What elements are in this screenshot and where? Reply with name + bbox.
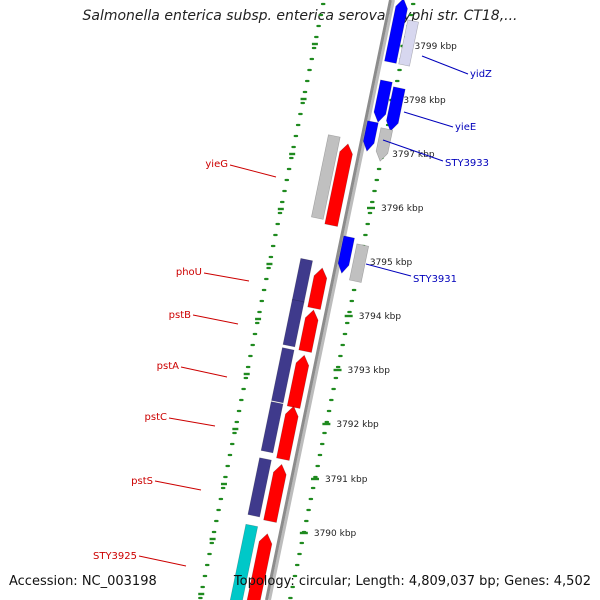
gene-leader-line bbox=[168, 417, 216, 427]
forward-feature-arrow bbox=[286, 354, 310, 409]
gene-label-yiee: yieE bbox=[455, 122, 476, 133]
kbp-label: 3798 kbp bbox=[403, 96, 446, 106]
gene-leader-line bbox=[138, 555, 187, 567]
gene-label-pstb: pstB bbox=[169, 310, 191, 321]
forward-feature-arrow bbox=[276, 405, 299, 461]
gene-label-psts: pstS bbox=[131, 476, 153, 487]
forward-feature-arrow bbox=[324, 143, 353, 227]
gene-leader-line bbox=[365, 263, 412, 277]
reverse-feature-arrow bbox=[362, 120, 379, 152]
gene-leader-line bbox=[154, 480, 202, 491]
kbp-label: 3791 kbp bbox=[325, 475, 368, 485]
reverse-feature-arrow bbox=[386, 86, 406, 132]
forward-feature-arrow bbox=[307, 267, 328, 310]
gene-label-sty3925: STY3925 bbox=[93, 551, 137, 562]
accession-label: Accession: NC_003198 bbox=[9, 574, 157, 589]
reverse-feature-arrow bbox=[337, 235, 355, 274]
kbp-label: 3795 kbp bbox=[370, 258, 413, 268]
gene-leader-line bbox=[421, 55, 469, 75]
map-title: Salmonella enterica subsp. enterica sero… bbox=[82, 8, 518, 24]
gene-features bbox=[229, 0, 419, 600]
gene-label-sty3933: STY3933 bbox=[445, 158, 489, 169]
kbp-label: 3796 kbp bbox=[381, 204, 424, 214]
gene-label-phou: phoU bbox=[176, 267, 202, 278]
reverse-feature-arrow bbox=[384, 0, 408, 64]
gene-leader-line bbox=[180, 366, 228, 378]
gene-label-yieg: yieG bbox=[205, 159, 228, 170]
operon-feature-box bbox=[260, 401, 284, 454]
gene-leader-line bbox=[203, 272, 250, 282]
gene-leader-line bbox=[192, 314, 239, 325]
operon-feature-box bbox=[271, 347, 295, 404]
other-feature-box bbox=[398, 19, 419, 67]
other-feature-box bbox=[375, 127, 394, 162]
gene-label-psta: pstA bbox=[157, 361, 179, 372]
kbp-label: 3794 kbp bbox=[359, 312, 402, 322]
forward-feature-arrow bbox=[246, 533, 273, 600]
kbp-label: 3799 kbp bbox=[414, 42, 457, 52]
gene-label-sty3931: STY3931 bbox=[413, 274, 457, 285]
gene-label-yidz: yidZ bbox=[470, 69, 492, 80]
rna-feature-box bbox=[229, 523, 259, 600]
gene-label-pstc: pstC bbox=[145, 412, 167, 423]
operon-feature-box bbox=[282, 299, 305, 348]
inner-tick-ring bbox=[198, 2, 326, 600]
forward-feature-arrow bbox=[298, 309, 319, 353]
gene-leader-line bbox=[403, 111, 454, 128]
operon-feature-box bbox=[291, 258, 313, 304]
gene-labels: yidZ yieE STY3933 yieG STY3931 phoU pstB pstA ps… bbox=[93, 55, 492, 567]
kbp-label: 3797 kbp bbox=[392, 150, 435, 160]
forward-feature-arrow bbox=[263, 463, 287, 523]
gene-leader-line bbox=[229, 164, 277, 178]
kbp-label: 3793 kbp bbox=[348, 366, 391, 376]
other-feature-box bbox=[311, 134, 341, 220]
topology-summary: Topology: circular; Length: 4,809,037 bp… bbox=[233, 574, 591, 589]
kbp-label: 3792 kbp bbox=[336, 420, 379, 430]
other-feature-box bbox=[349, 243, 370, 283]
operon-feature-box bbox=[247, 457, 272, 518]
gene-leader-line bbox=[382, 139, 444, 162]
reverse-feature-arrow bbox=[373, 79, 393, 123]
kbp-label: 3790 kbp bbox=[314, 529, 357, 539]
backbone bbox=[265, 0, 395, 600]
